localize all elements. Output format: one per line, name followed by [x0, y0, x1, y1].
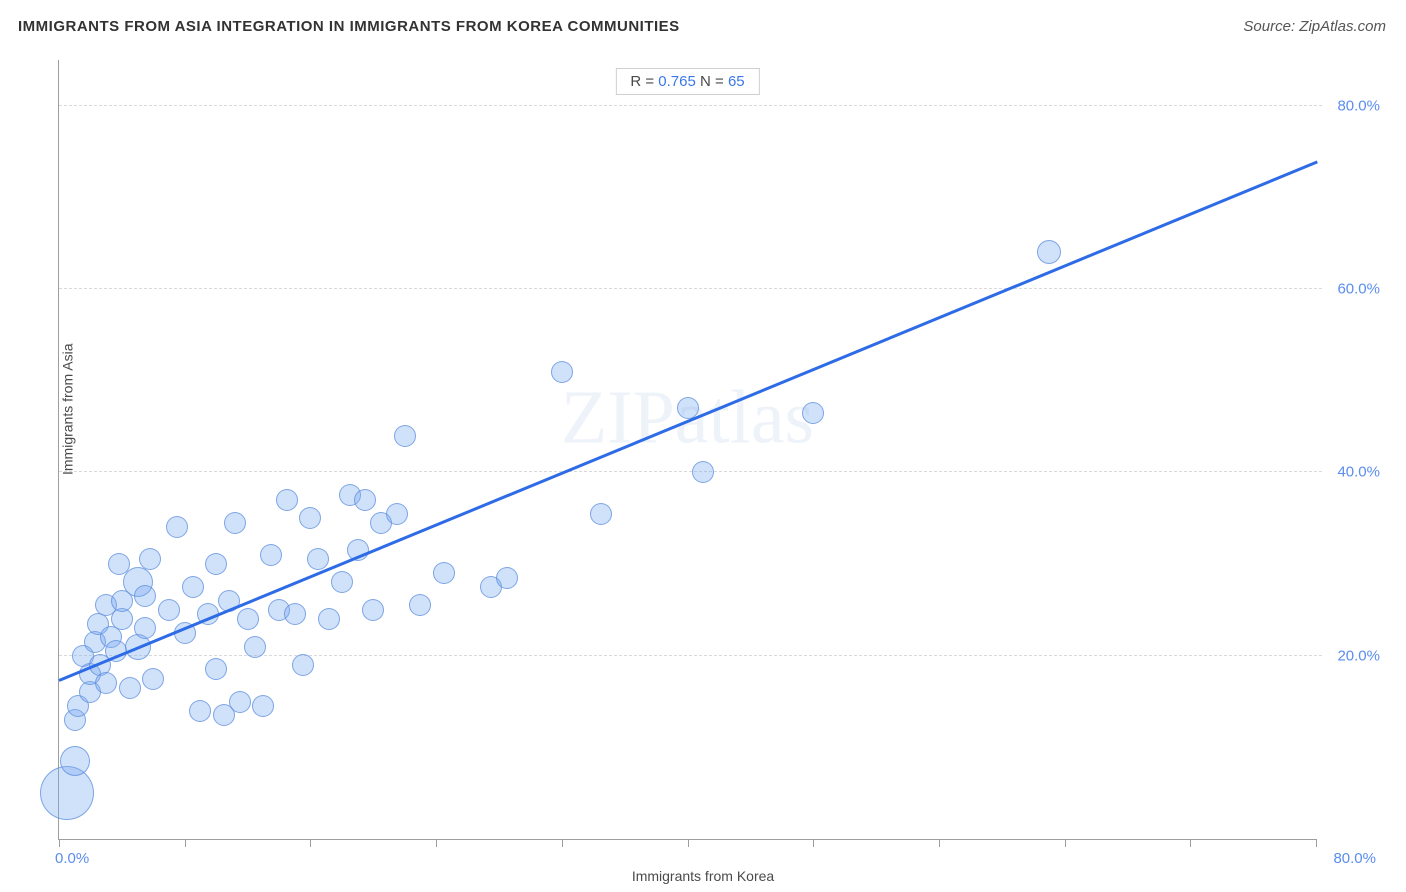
data-point	[244, 636, 266, 658]
x-tick	[939, 839, 940, 847]
x-tick	[185, 839, 186, 847]
gridline-h	[59, 288, 1322, 289]
data-point	[182, 576, 204, 598]
data-point	[142, 668, 164, 690]
x-tick	[688, 839, 689, 847]
data-point	[590, 503, 612, 525]
data-point	[331, 571, 353, 593]
data-point	[260, 544, 282, 566]
data-point	[229, 691, 251, 713]
n-value: 65	[728, 73, 745, 90]
data-point	[134, 585, 156, 607]
source-attribution: Source: ZipAtlas.com	[1243, 18, 1386, 35]
y-tick-label: 80.0%	[1324, 97, 1380, 114]
data-point	[551, 361, 573, 383]
data-point	[139, 548, 161, 570]
x-tick	[1190, 839, 1191, 847]
data-point	[1037, 240, 1061, 264]
data-point	[318, 608, 340, 630]
n-label: N =	[700, 73, 728, 90]
data-point	[307, 548, 329, 570]
data-point	[237, 608, 259, 630]
x-origin-label: 0.0%	[55, 850, 89, 867]
data-point	[134, 617, 156, 639]
chart-title: IMMIGRANTS FROM ASIA INTEGRATION IN IMMI…	[18, 18, 680, 35]
x-axis-label: Immigrants from Korea	[632, 868, 774, 884]
data-point	[394, 425, 416, 447]
data-point	[158, 599, 180, 621]
x-tick	[59, 839, 60, 847]
y-tick-label: 60.0%	[1324, 281, 1380, 298]
data-point	[60, 746, 90, 776]
x-tick	[562, 839, 563, 847]
data-point	[95, 672, 117, 694]
x-max-label: 80.0%	[1333, 850, 1376, 867]
data-point	[433, 562, 455, 584]
source-prefix: Source:	[1243, 18, 1299, 35]
source-name: ZipAtlas.com	[1299, 18, 1386, 35]
data-point	[189, 700, 211, 722]
data-point	[386, 503, 408, 525]
data-point	[496, 567, 518, 589]
data-point	[205, 553, 227, 575]
r-label: R =	[630, 73, 658, 90]
chart-container: Immigrants from Asia Immigrants from Kor…	[10, 52, 1396, 882]
data-point	[409, 594, 431, 616]
data-point	[692, 461, 714, 483]
stats-box: R = 0.765 N = 65	[615, 68, 759, 95]
x-tick	[436, 839, 437, 847]
x-tick	[813, 839, 814, 847]
data-point	[802, 402, 824, 424]
x-tick	[1316, 839, 1317, 847]
r-value: 0.765	[658, 73, 696, 90]
y-tick-label: 20.0%	[1324, 647, 1380, 664]
trend-line	[58, 161, 1317, 682]
data-point	[119, 677, 141, 699]
plot-area: ZIPatlas R = 0.765 N = 65 0.0% 80.0% 20.…	[58, 60, 1316, 840]
data-point	[224, 512, 246, 534]
data-point	[166, 516, 188, 538]
y-tick-label: 40.0%	[1324, 464, 1380, 481]
data-point	[284, 603, 306, 625]
x-tick	[1065, 839, 1066, 847]
data-point	[276, 489, 298, 511]
data-point	[299, 507, 321, 529]
data-point	[205, 658, 227, 680]
data-point	[362, 599, 384, 621]
data-point	[292, 654, 314, 676]
gridline-h	[59, 471, 1322, 472]
data-point	[354, 489, 376, 511]
gridline-h	[59, 105, 1322, 106]
x-tick	[310, 839, 311, 847]
data-point	[252, 695, 274, 717]
